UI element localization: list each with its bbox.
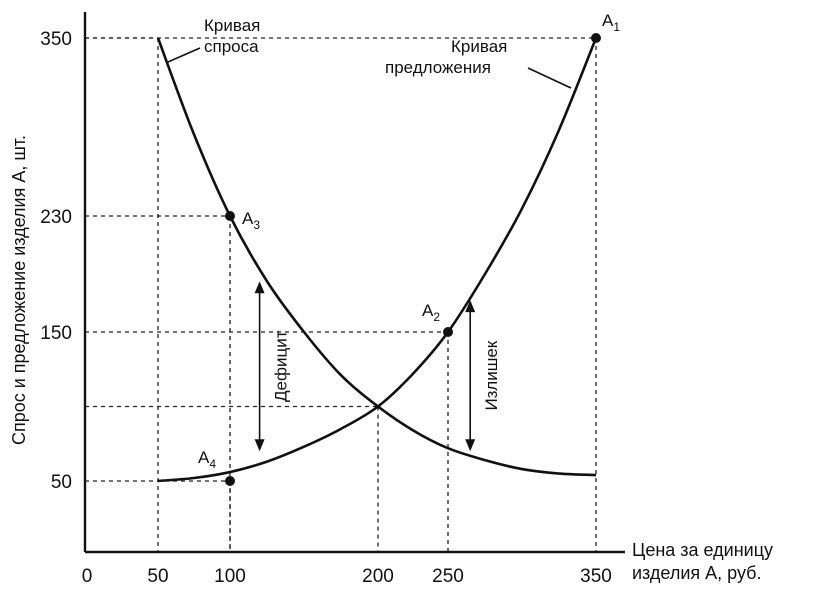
x-tick-label: 100 (214, 566, 246, 587)
y-tick-label: 50 (51, 472, 72, 493)
point-label-a1: A1 (602, 11, 620, 34)
series-labels: Кривая спроса Кривая предложения (167, 16, 572, 89)
supply-curve-label: предложения (385, 58, 491, 77)
surplus-label: Излишек (482, 340, 501, 410)
guide-line (85, 480, 231, 552)
y-axis-title: Спрос и предложение изделия А, шт. (9, 135, 29, 445)
x-tick-label: 200 (362, 566, 394, 587)
y-tick-label: 350 (40, 29, 72, 50)
guide-line (85, 37, 159, 552)
demand-curve (156, 37, 597, 477)
point-a1 (591, 33, 601, 43)
x-axis-title-line-1: Цена за единицу (632, 540, 773, 560)
x-tick-label: 250 (432, 566, 464, 587)
x-tick-label: 0 (82, 566, 93, 587)
supply-curve (157, 37, 598, 483)
point-a2 (443, 327, 453, 337)
arrow-head (254, 439, 265, 452)
deficit-label: Дефицит (272, 330, 291, 402)
guide-line (85, 405, 379, 552)
annotations: Дефицит Излишек (254, 281, 501, 452)
demand-leader-line (167, 47, 201, 63)
guide-line (85, 37, 597, 552)
x-tick-label: 350 (580, 566, 612, 587)
point-a3 (225, 211, 235, 221)
points: A1 A2 A3 A4 (198, 11, 620, 486)
point-label-a2: A2 (422, 301, 440, 324)
tick-labels: 0 50 100 200 250 350 350 230 150 50 (40, 29, 612, 587)
arrow-head (465, 439, 476, 452)
point-label-a3: A3 (242, 209, 260, 232)
guide-lines (85, 37, 597, 552)
axes (83, 12, 625, 554)
guide-line (85, 331, 449, 552)
demand-curve-label: Кривая (204, 16, 260, 35)
y-tick-label: 230 (40, 207, 72, 228)
demand-curve-label: спроса (204, 37, 259, 56)
y-tick-label: 150 (40, 323, 72, 344)
point-label-a4: A4 (198, 448, 216, 471)
x-axis-title-line-2: изделия А, руб. (632, 563, 761, 583)
curves (156, 37, 598, 483)
arrow-head (465, 300, 476, 313)
supply-leader-line (527, 67, 572, 89)
point-a4 (225, 476, 235, 486)
arrow-head (254, 281, 265, 294)
supply-curve-label: Кривая (451, 37, 507, 56)
guide-line (85, 215, 231, 552)
x-tick-label: 50 (147, 566, 168, 587)
